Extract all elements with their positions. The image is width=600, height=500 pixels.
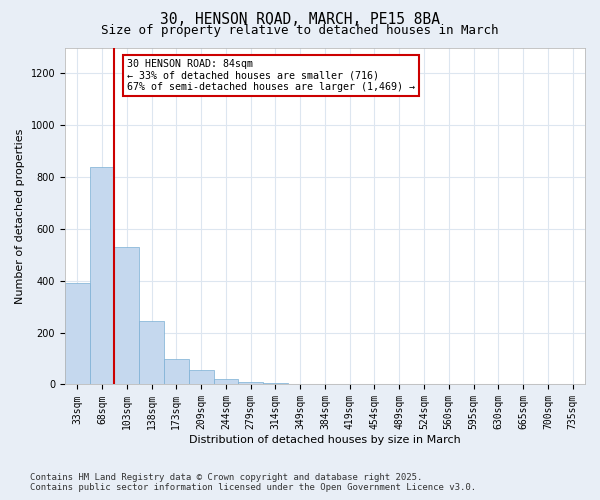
Y-axis label: Number of detached properties: Number of detached properties: [15, 128, 25, 304]
X-axis label: Distribution of detached houses by size in March: Distribution of detached houses by size …: [189, 435, 461, 445]
Text: 30 HENSON ROAD: 84sqm
← 33% of detached houses are smaller (716)
67% of semi-det: 30 HENSON ROAD: 84sqm ← 33% of detached …: [127, 59, 415, 92]
Bar: [214, 380, 238, 384]
Bar: [189, 370, 214, 384]
Bar: [238, 382, 263, 384]
Bar: [139, 321, 164, 384]
Bar: [89, 166, 115, 384]
Text: 30, HENSON ROAD, MARCH, PE15 8BA: 30, HENSON ROAD, MARCH, PE15 8BA: [160, 12, 440, 28]
Bar: [115, 247, 139, 384]
Text: Size of property relative to detached houses in March: Size of property relative to detached ho…: [101, 24, 499, 37]
Bar: [164, 358, 189, 384]
Bar: [263, 383, 288, 384]
Text: Contains HM Land Registry data © Crown copyright and database right 2025.
Contai: Contains HM Land Registry data © Crown c…: [30, 473, 476, 492]
Bar: [65, 284, 89, 384]
